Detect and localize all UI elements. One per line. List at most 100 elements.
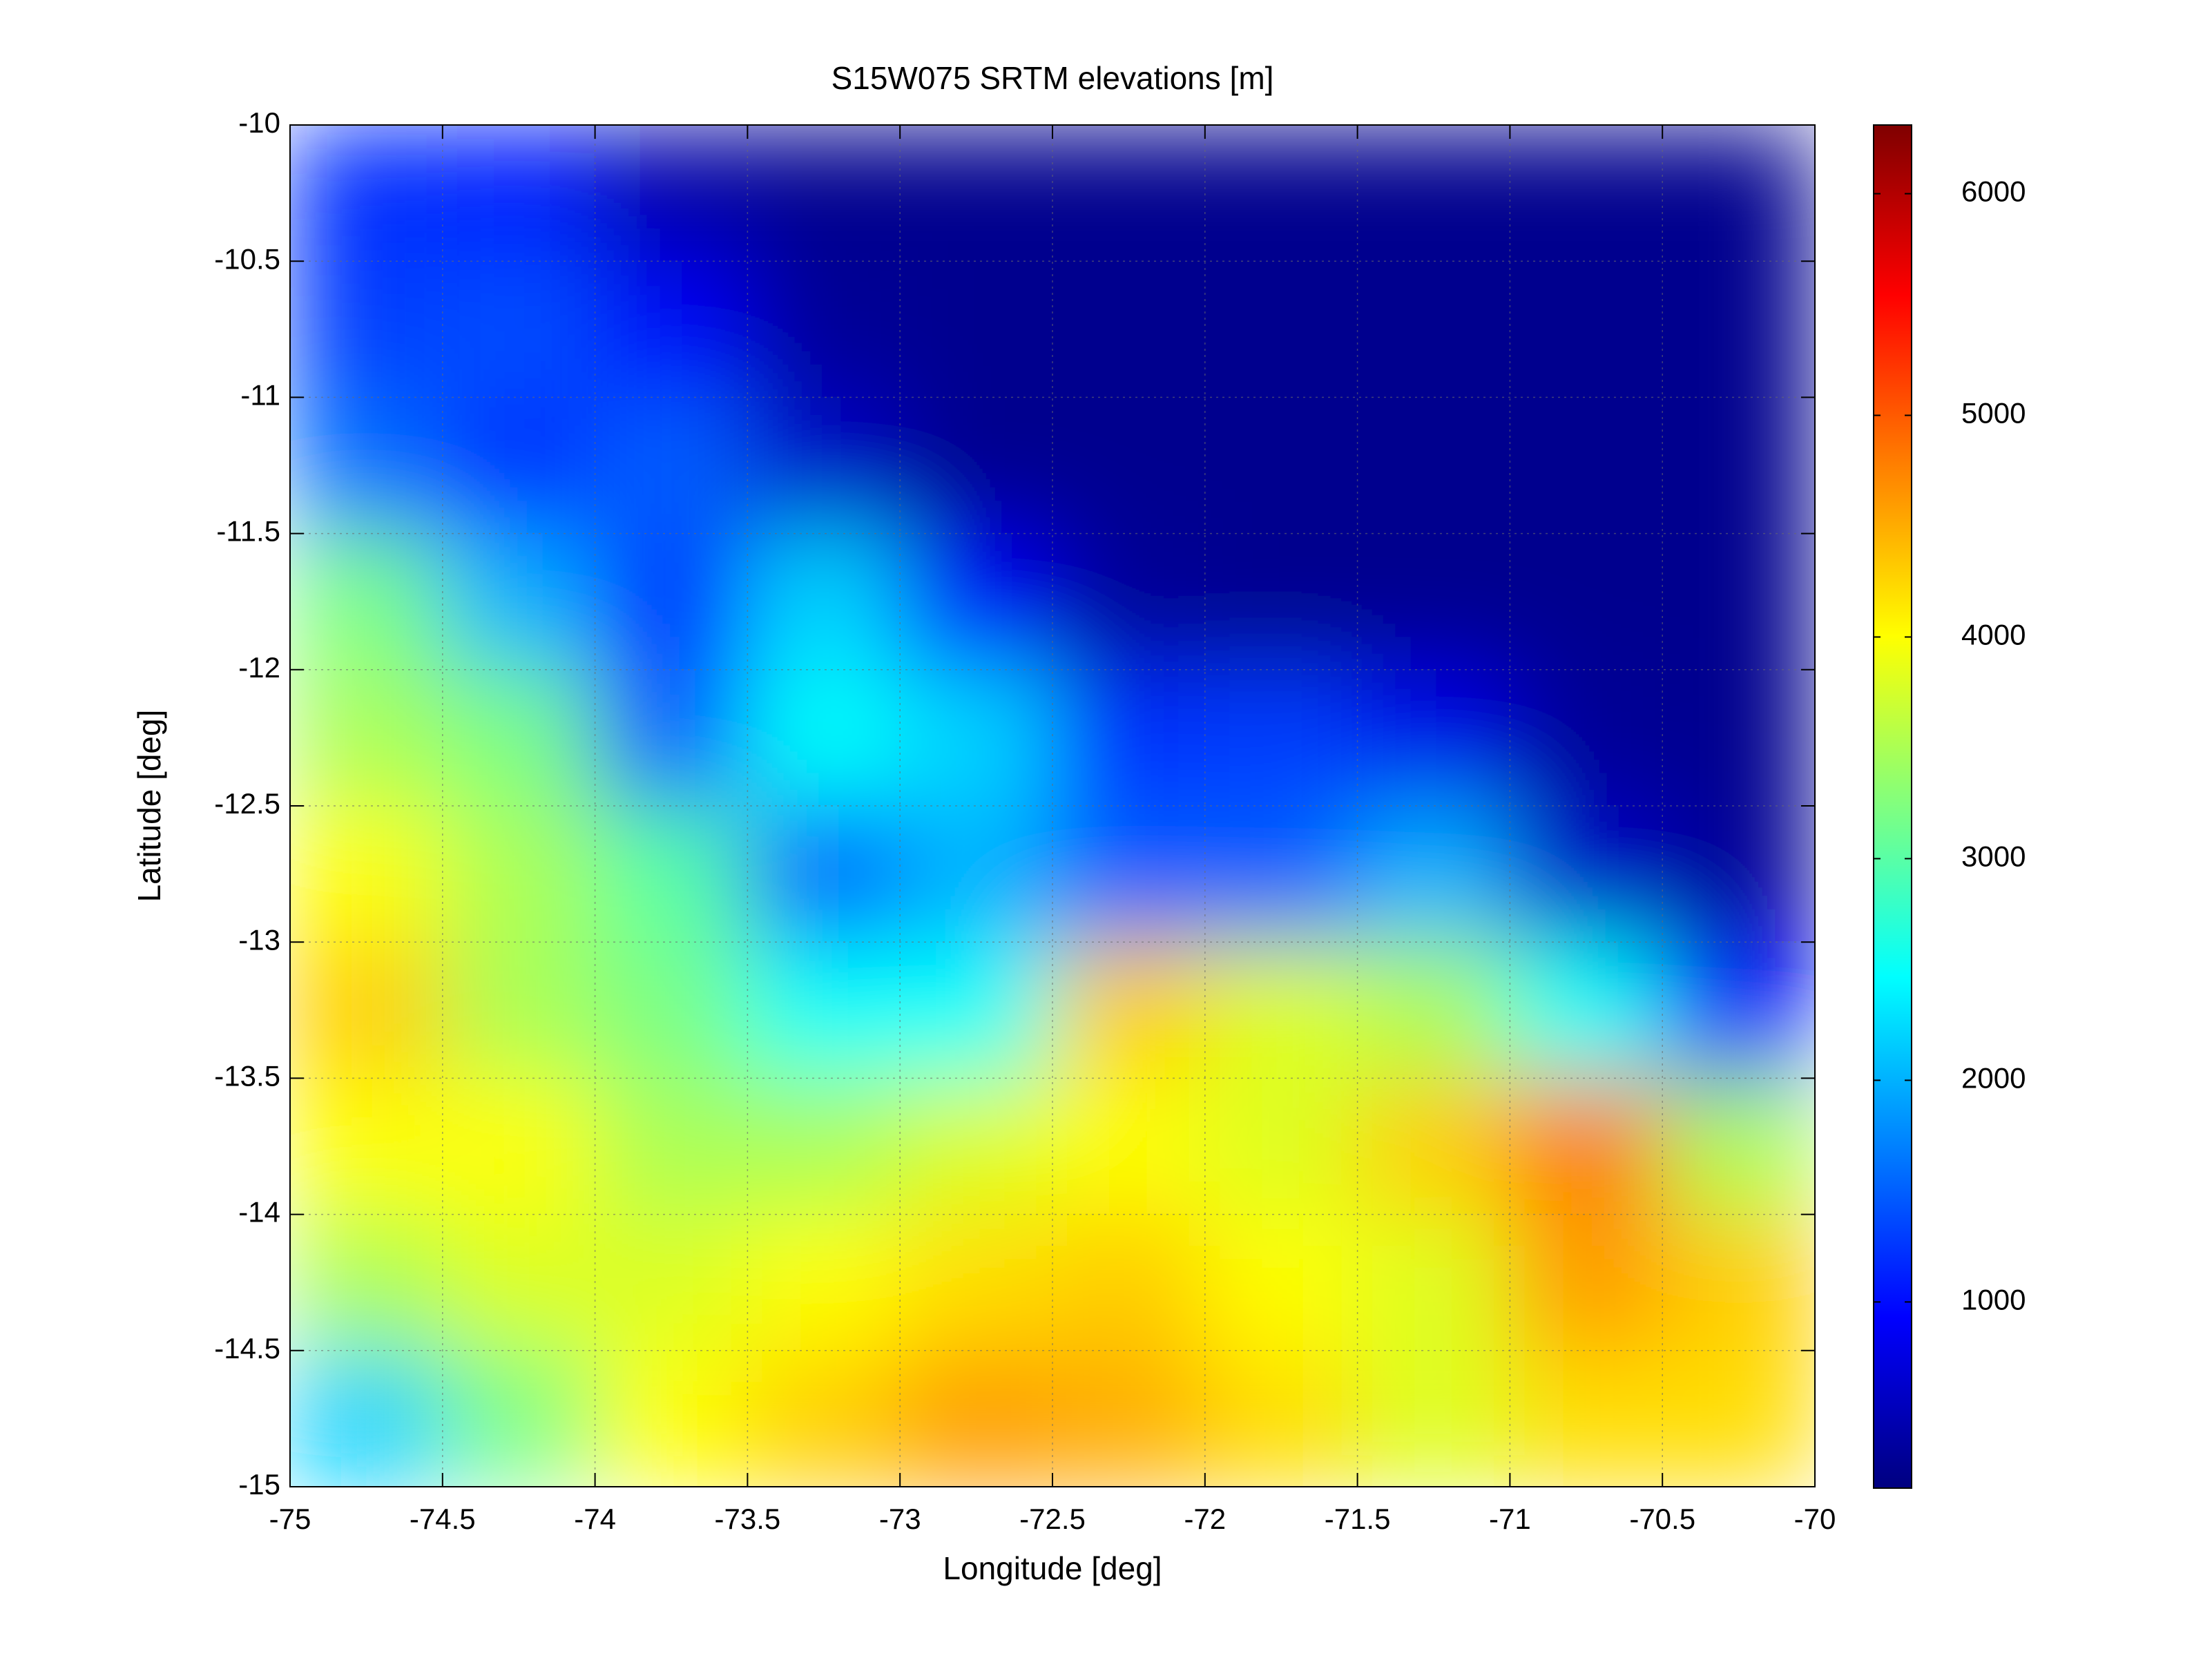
y-tick-label: -13.5 — [214, 1059, 280, 1092]
heatmap-cell — [594, 1077, 749, 1215]
heatmap-cell — [1052, 532, 1206, 671]
heatmap-cell — [899, 532, 1053, 671]
y-tick-label: -12.5 — [214, 787, 280, 820]
heatmap-cell — [899, 396, 1053, 534]
heatmap-cell — [1052, 1349, 1206, 1487]
heatmap-cell — [290, 805, 443, 943]
heatmap-cell — [1509, 1077, 1664, 1215]
heatmap-cell — [1204, 532, 1358, 671]
heatmap-cell — [1509, 805, 1664, 943]
heatmap-cell — [1662, 260, 1815, 398]
heatmap-cell — [1204, 1077, 1358, 1215]
heatmap-cell — [1509, 1213, 1664, 1351]
heatmap-cell — [1356, 1077, 1511, 1215]
heatmap-cell — [1662, 1213, 1815, 1351]
heatmap-cell — [1204, 805, 1358, 943]
colorbar-tick-label: 2000 — [1961, 1061, 2026, 1094]
heatmap-cell — [899, 805, 1053, 943]
heatmap-cell — [899, 1077, 1053, 1215]
heatmap-cell — [1204, 668, 1358, 807]
colorbar-tick-label: 4000 — [1961, 619, 2026, 651]
heatmap-cell — [747, 532, 901, 671]
heatmap-cell — [441, 1077, 596, 1215]
heatmap-cell — [441, 532, 596, 671]
heatmap-cell — [1662, 668, 1815, 807]
heatmap-cell — [747, 1349, 901, 1487]
y-tick-label: -15 — [238, 1468, 280, 1501]
heatmap-cell — [594, 805, 749, 943]
x-tick-label: -72.5 — [1019, 1503, 1086, 1535]
heatmap-cell — [1662, 532, 1815, 671]
heatmap-cell — [441, 941, 596, 1079]
chart-title: S15W075 SRTM elevations [m] — [831, 60, 1274, 96]
heatmap-cell — [747, 260, 901, 398]
heatmap-cell — [747, 396, 901, 534]
heatmap-cell — [1356, 260, 1511, 398]
heatmap-cell — [290, 125, 443, 262]
heatmap-cell — [1204, 1213, 1358, 1351]
axes-frame — [289, 124, 1816, 1487]
heatmap-cell — [441, 1349, 596, 1487]
heatmap-cell — [1356, 532, 1511, 671]
heatmap-cell — [1356, 396, 1511, 534]
heatmap-cell — [594, 396, 749, 534]
heatmap-cell — [1204, 260, 1358, 398]
heatmap-cell — [594, 125, 749, 262]
x-tick-label: -70 — [1794, 1503, 1836, 1535]
heatmap-cells — [290, 125, 1815, 1487]
heatmap-cell — [1356, 805, 1511, 943]
colorbar-tick-label: 5000 — [1961, 397, 2026, 430]
heatmap-cell — [594, 1349, 749, 1487]
heatmap-cell — [441, 260, 596, 398]
x-tick-label: -74.5 — [410, 1503, 476, 1535]
heatmap-cell — [441, 668, 596, 807]
heatmap-cell — [899, 1213, 1053, 1351]
heatmap-cell — [1052, 396, 1206, 534]
y-tick-label: -11.5 — [216, 515, 280, 548]
heatmap-cell — [1662, 125, 1815, 262]
heatmap-cell — [1204, 1349, 1358, 1487]
heatmap-cell — [1662, 1349, 1815, 1487]
y-tick-label: -14 — [238, 1196, 280, 1228]
heatmap-cell — [290, 532, 443, 671]
heatmap-cell — [594, 1213, 749, 1351]
heatmap-cell — [594, 668, 749, 807]
y-tick-label: -12 — [238, 651, 280, 684]
heatmap-cell — [1662, 941, 1815, 1079]
heatmap-cell — [1052, 1077, 1206, 1215]
heatmap-cell — [441, 805, 596, 943]
heatmap-cell — [1204, 941, 1358, 1079]
heatmap-cell — [1509, 125, 1664, 262]
heatmap-cell — [899, 260, 1053, 398]
x-tick-label: -73 — [879, 1503, 921, 1535]
y-tick-label: -10 — [238, 106, 280, 139]
heatmap-cell — [290, 1349, 443, 1487]
heatmap — [290, 125, 1815, 1487]
axes-overlay: -75 -74.5 -74 -73.5 -73 -72.5 -72 -71.5 -71 -70.5… — [214, 106, 2026, 1535]
heatmap-cell — [899, 941, 1053, 1079]
heatmap-cell — [747, 941, 901, 1079]
x-tick-label: -72 — [1184, 1503, 1226, 1535]
x-tick-label: -73.5 — [715, 1503, 781, 1535]
y-tick-label: -14.5 — [214, 1332, 280, 1365]
heatmap-cell — [1052, 941, 1206, 1079]
heatmap-cell — [899, 1349, 1053, 1487]
heatmap-cell — [899, 125, 1053, 262]
heatmap-cell — [1509, 668, 1664, 807]
heatmap-cell — [594, 941, 749, 1079]
heatmap-cell — [1052, 260, 1206, 398]
heatmap-cell — [1204, 125, 1358, 262]
heatmap-cell — [1662, 805, 1815, 943]
heatmap-cell — [1204, 396, 1358, 534]
heatmap-cell — [1509, 1349, 1664, 1487]
heatmap-cell — [747, 805, 901, 943]
heatmap-cell — [1509, 396, 1664, 534]
x-tick-label: -71 — [1489, 1503, 1531, 1535]
heatmap-cell — [594, 260, 749, 398]
colorbar-tick-label: 6000 — [1961, 175, 2026, 208]
heatmap-cell — [290, 1077, 443, 1215]
heatmap-cell — [290, 941, 443, 1079]
heatmap-cell — [1509, 260, 1664, 398]
colorbar-tick-label: 3000 — [1961, 840, 2026, 873]
x-tick-label: -75 — [269, 1503, 311, 1535]
